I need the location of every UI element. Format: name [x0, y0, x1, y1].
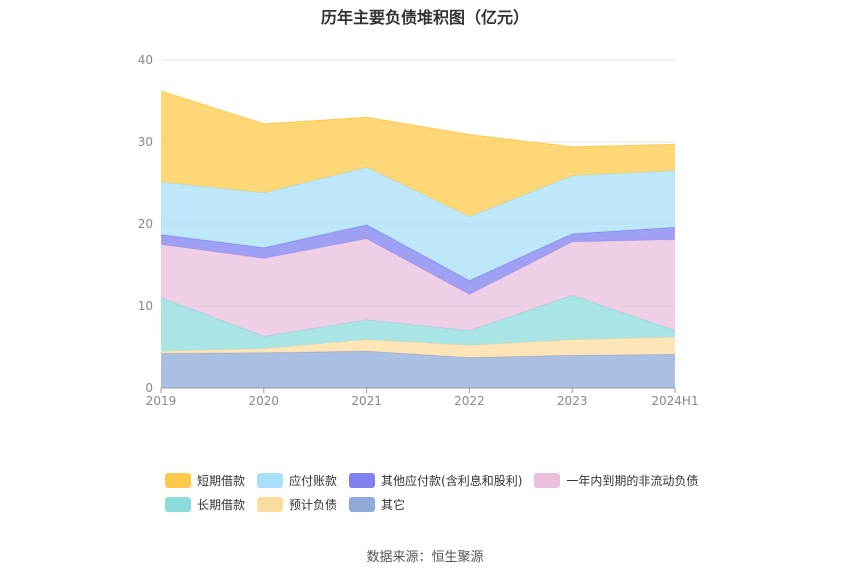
y-tick-label: 10: [138, 299, 153, 313]
y-tick-label: 20: [138, 217, 153, 231]
area-series-5: [161, 167, 675, 281]
x-tick-label: 2019: [146, 394, 177, 408]
legend-swatch: [349, 496, 376, 512]
area-series-edge-5: [160, 166, 676, 218]
x-tick-label: 2020: [249, 394, 280, 408]
legend-label: 短期借款: [197, 473, 246, 488]
chart-title: 历年主要负债堆积图（亿元）: [320, 8, 529, 27]
legend-label: 应付账款: [289, 473, 338, 488]
area-series-1: [161, 337, 675, 358]
legend-swatch: [165, 472, 191, 488]
legend-item[interactable]: 长期借款: [165, 496, 245, 512]
area-series-3: [161, 238, 675, 337]
area-series-0: [161, 351, 675, 388]
legend-item[interactable]: 一年内到期的非流动负债: [534, 472, 698, 488]
x-tick-label: 2021: [351, 394, 382, 408]
legend-label: 长期借款: [197, 497, 246, 512]
x-tick-label: 2022: [454, 394, 485, 408]
y-tick-label: 40: [138, 53, 153, 67]
legend-swatch: [165, 496, 191, 512]
legend-swatch: [257, 496, 284, 512]
legend: 短期借款 应付账款 其他应付款(含利息和股利) 一年内到期的非流动负债长期借款 预计负债…: [165, 472, 725, 520]
legend-label: 一年内到期的非流动负债: [566, 473, 699, 488]
legend-swatch: [534, 472, 561, 488]
legend-item[interactable]: 应付账款: [257, 472, 337, 488]
legend-swatch: [349, 472, 376, 488]
legend-label: 其他应付款(含利息和股利): [381, 473, 523, 488]
axes: 0 10 20 30 40 2019 2020 2021 2022 2023 2024H1: [138, 53, 699, 408]
legend-item[interactable]: 预计负债: [257, 496, 337, 512]
y-tick-label: 0: [145, 381, 153, 395]
area-series-edge-6: [160, 90, 676, 148]
legend-item[interactable]: 其它: [349, 496, 405, 512]
legend-item[interactable]: 其他应付款(含利息和股利): [349, 472, 522, 488]
legend-swatch: [257, 472, 284, 488]
area-series-2: [161, 295, 675, 352]
data-source: 数据来源：恒生聚源: [366, 550, 484, 565]
legend-label: 预计负债: [289, 497, 338, 512]
legend-item[interactable]: 短期借款: [165, 472, 245, 488]
y-tick-label: 30: [138, 135, 153, 149]
area-series: [160, 90, 676, 388]
x-tick-label: 2023: [557, 394, 588, 408]
x-tick-label: 2024H1: [651, 394, 698, 408]
legend-label: 其它: [381, 497, 406, 512]
